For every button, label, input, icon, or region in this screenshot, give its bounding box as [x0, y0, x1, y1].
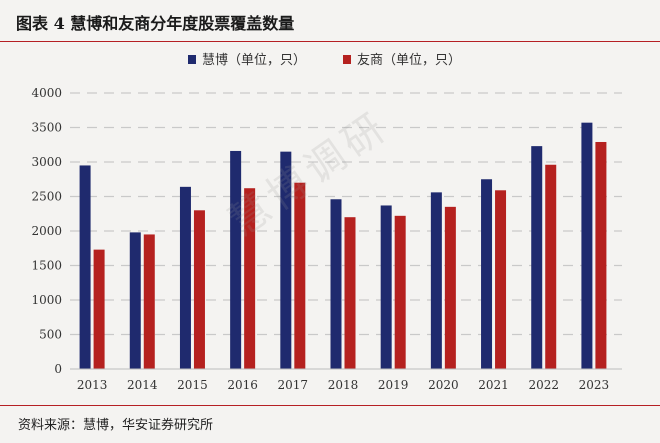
- chart-title: 图表 4 慧博和友商分年度股票覆盖数量: [16, 14, 295, 33]
- bar: [179, 186, 191, 369]
- chart-area: 慧博（单位，只） 友商（单位，只） 0 500 1000 1500 2000 2500 300…: [0, 43, 660, 403]
- x-tick-label: 2013: [77, 378, 108, 392]
- legend-swatch: [343, 55, 351, 64]
- bar: [444, 206, 456, 369]
- x-tick-label: 2023: [579, 378, 610, 392]
- y-tick-label: 2000: [31, 224, 62, 238]
- y-tick-label: 2500: [31, 190, 62, 204]
- bar: [280, 151, 292, 369]
- x-tick-label: 2015: [177, 378, 208, 392]
- x-tick-label: 2019: [378, 378, 409, 392]
- bar: [581, 122, 593, 369]
- source-note: 资料来源：慧博，华安证券研究所: [18, 418, 214, 433]
- bar-chart: 慧博（单位，只） 友商（单位，只） 0 500 1000 1500 2000 2500 300…: [31, 52, 622, 392]
- bar: [495, 190, 507, 369]
- bar: [129, 232, 141, 369]
- y-tick-label: 1500: [31, 259, 62, 273]
- footer: 资料来源：慧博，华安证券研究所: [0, 405, 660, 443]
- x-tick-label: 2018: [328, 378, 359, 392]
- bar: [380, 205, 392, 369]
- y-tick-label: 4000: [31, 86, 62, 100]
- bar: [143, 234, 155, 369]
- bar: [545, 164, 557, 369]
- legend: 慧博（单位，只） 友商（单位，只）: [188, 52, 461, 68]
- y-axis: 0 500 1000 1500 2000 2500 3000 3500 4000: [31, 86, 62, 376]
- bar: [531, 146, 543, 369]
- y-tick-label: 1000: [31, 293, 62, 307]
- y-tick-label: 3500: [31, 121, 62, 135]
- legend-label: 慧博（单位，只）: [202, 52, 306, 68]
- x-tick-label: 2021: [478, 378, 509, 392]
- bar: [244, 188, 256, 369]
- legend-swatch: [188, 55, 196, 64]
- bar: [595, 141, 607, 369]
- bar: [93, 249, 105, 369]
- title-bar: 图表 4 慧博和友商分年度股票覆盖数量: [0, 0, 660, 42]
- x-tick-label: 2020: [428, 378, 459, 392]
- y-tick-label: 500: [39, 328, 62, 342]
- bar: [481, 179, 493, 369]
- x-tick-label: 2022: [528, 378, 559, 392]
- bar: [330, 199, 342, 369]
- y-tick-label: 3000: [31, 155, 62, 169]
- bars: [79, 122, 607, 369]
- bar: [79, 165, 91, 369]
- bar: [294, 182, 306, 369]
- x-tick-label: 2017: [278, 378, 309, 392]
- bar: [430, 192, 442, 369]
- bar: [193, 210, 205, 369]
- bar: [394, 215, 406, 369]
- x-tick-label: 2014: [127, 378, 158, 392]
- bar: [230, 150, 242, 369]
- bar: [344, 217, 356, 369]
- y-tick-label: 0: [54, 362, 62, 376]
- x-axis: 2013 2014 2015 2016 2017 2018 2019 2020 2021 2022…: [70, 368, 622, 392]
- legend-label: 友商（单位，只）: [357, 52, 461, 68]
- x-tick-label: 2016: [227, 378, 258, 392]
